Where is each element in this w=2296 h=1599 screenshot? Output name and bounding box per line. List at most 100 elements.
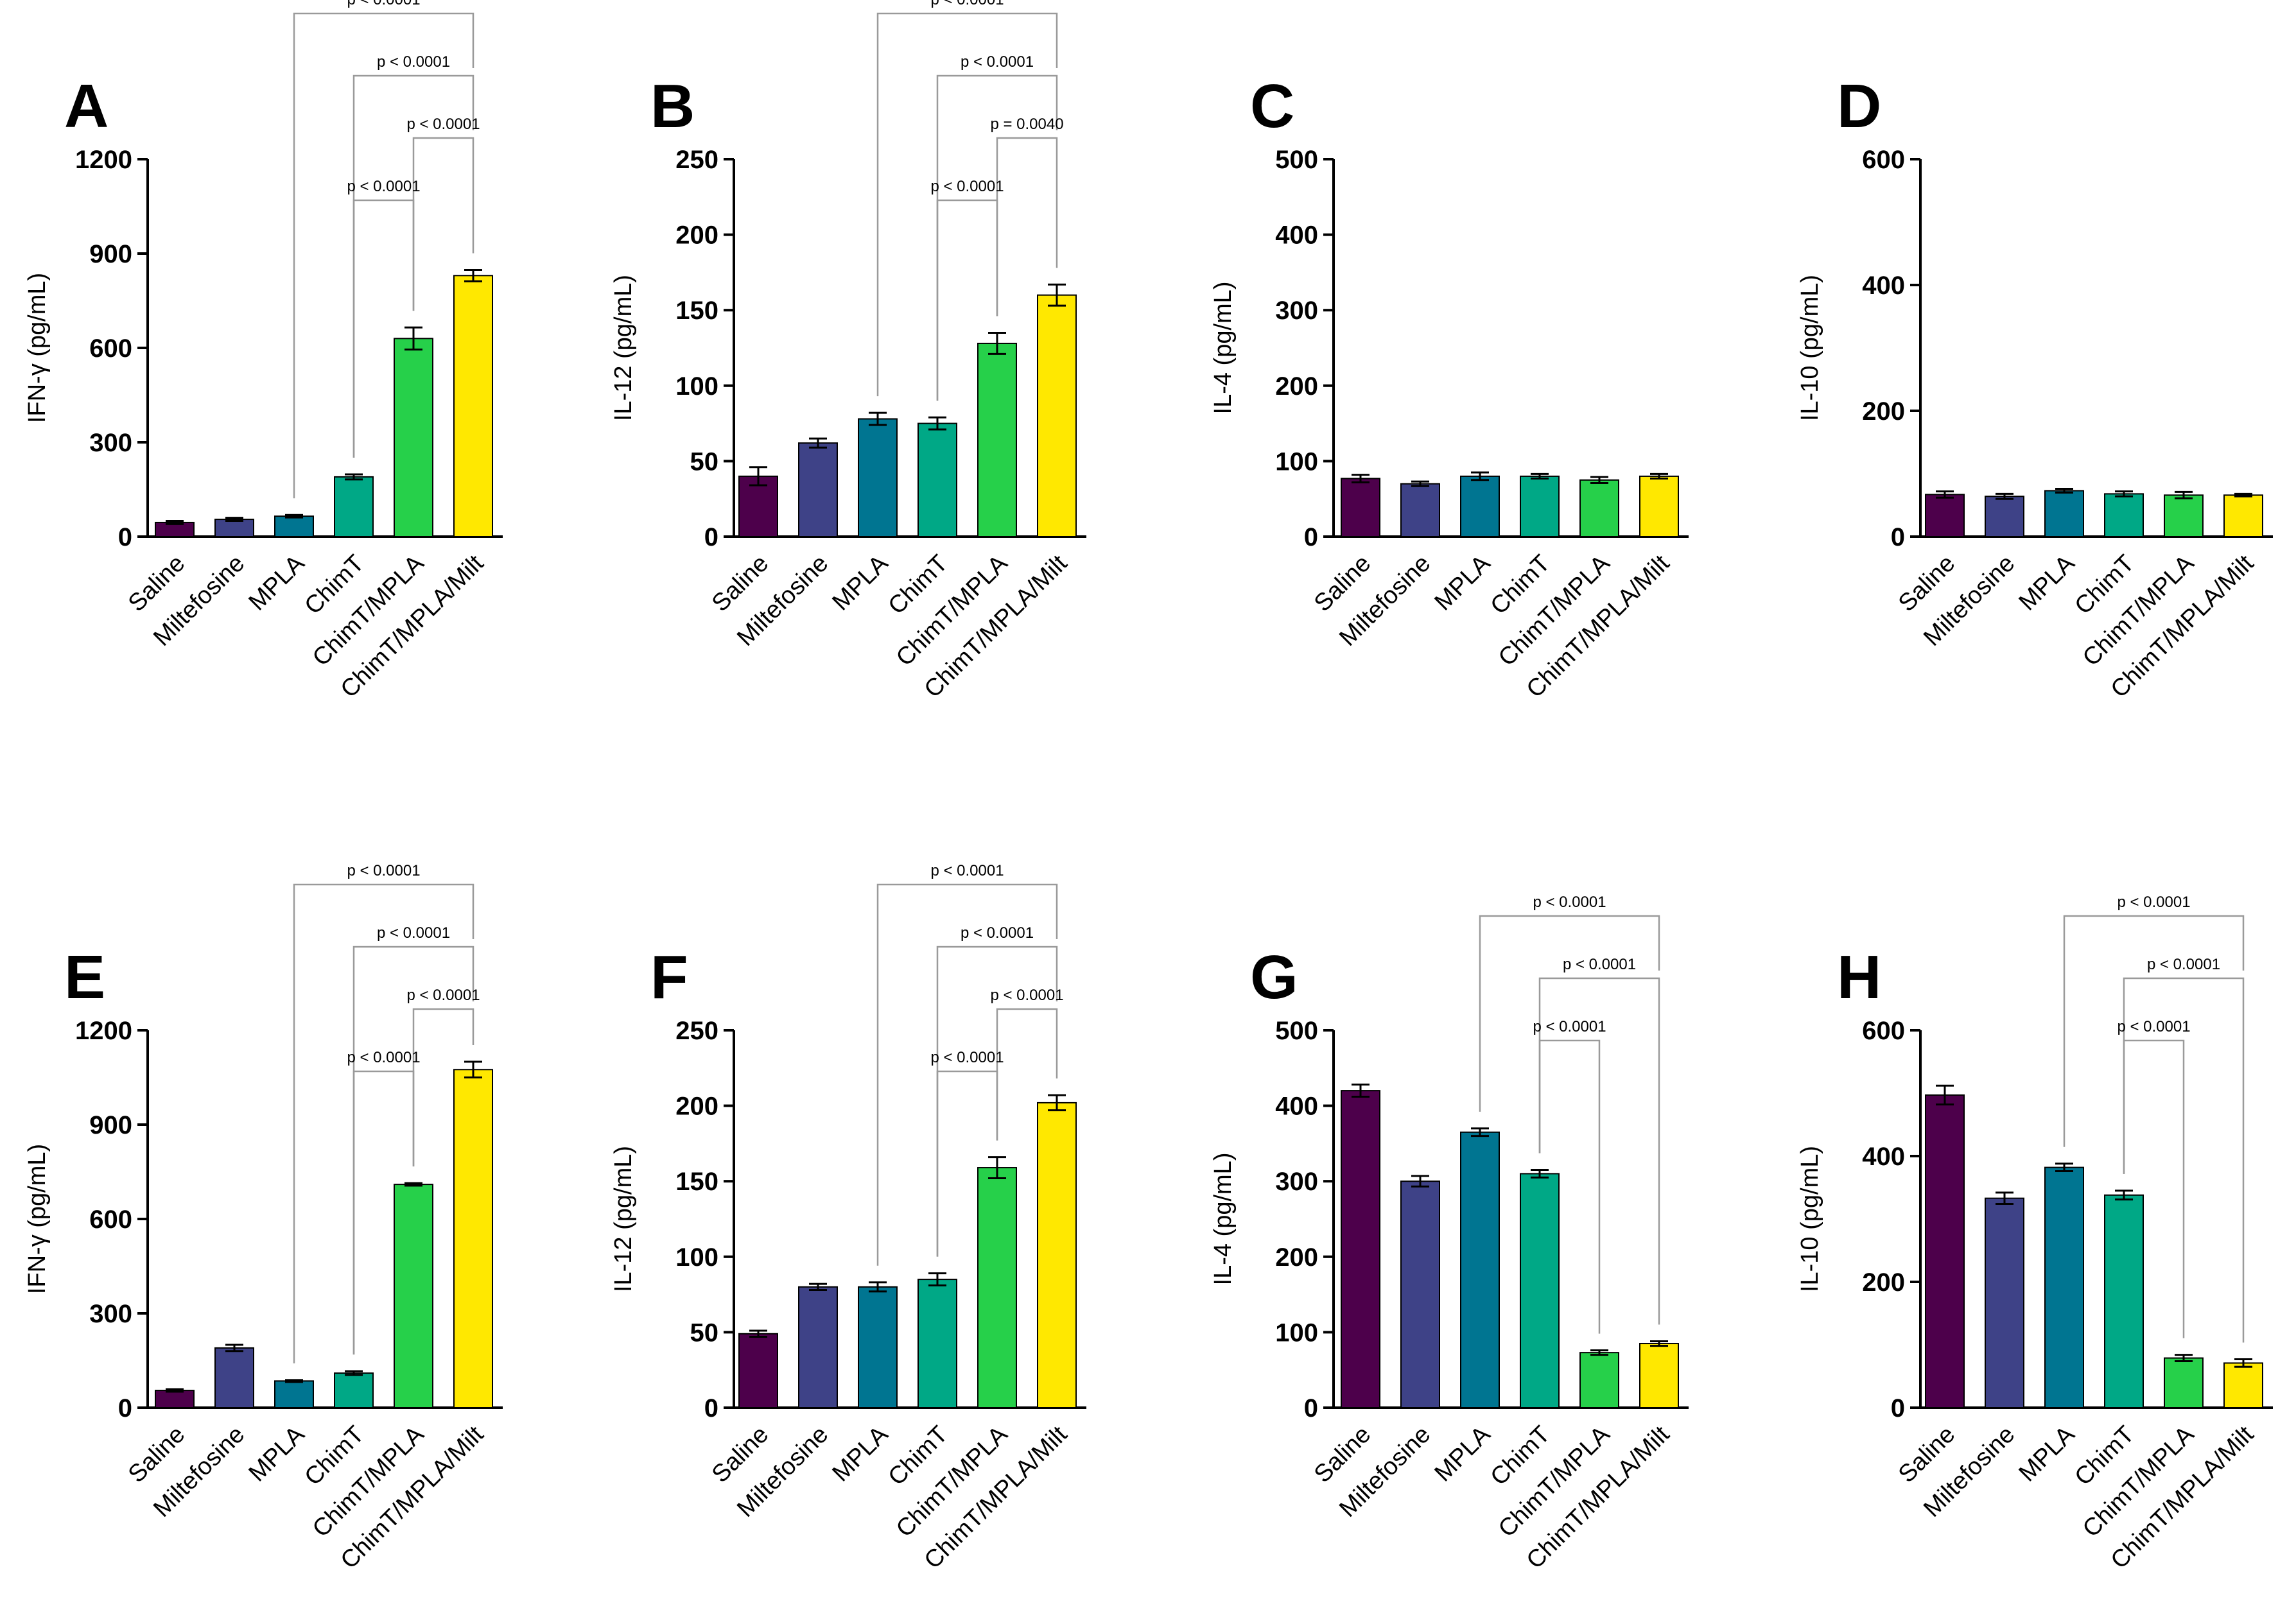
y-tick-label: 150 — [675, 297, 718, 325]
y-tick-label: 300 — [89, 429, 132, 457]
y-tick-label: 50 — [690, 1318, 719, 1347]
bar-2 — [1985, 496, 2024, 538]
y-tick-label: 400 — [1275, 1093, 1318, 1121]
p-value-label: p < 0.0001 — [961, 924, 1034, 942]
y-tick-label: 50 — [690, 447, 719, 476]
significance-bracket — [1479, 915, 1660, 1112]
y-tick-label: 500 — [1275, 146, 1318, 174]
bar-1 — [1341, 1090, 1380, 1408]
y-tick-label: 300 — [1275, 297, 1318, 325]
y-tick-label: 600 — [89, 1206, 132, 1234]
significance-bracket — [352, 199, 415, 458]
y-tick-label: 250 — [675, 1017, 718, 1045]
y-tick-label: 200 — [1275, 1243, 1318, 1272]
p-value-label: p < 0.0001 — [406, 116, 480, 133]
bar-4 — [1520, 1173, 1560, 1408]
bar-2 — [798, 442, 838, 538]
bar-6 — [453, 275, 493, 537]
bar-2 — [214, 1347, 254, 1408]
y-axis-label: IFN-γ (pg/mL) — [24, 1144, 51, 1294]
p-value-label: p < 0.0001 — [930, 862, 1004, 879]
p-value-label: p < 0.0001 — [1533, 894, 1606, 911]
y-tick-label: 900 — [89, 1111, 132, 1139]
y-axis-label: IL-10 (pg/mL) — [1796, 275, 1823, 421]
significance-bracket — [876, 883, 1058, 1266]
y-axis-label: IFN-γ (pg/mL) — [24, 273, 51, 423]
bar-5 — [2164, 494, 2204, 538]
bar-3 — [2044, 490, 2084, 538]
p-value-label: p < 0.0001 — [2117, 894, 2190, 911]
y-axis-label: IL-12 (pg/mL) — [610, 1146, 637, 1292]
bar-2 — [798, 1286, 838, 1408]
p-value-label: p < 0.0001 — [377, 53, 450, 71]
bar-2 — [1400, 483, 1440, 537]
y-tick-label: 200 — [1862, 1268, 1905, 1297]
bar-3 — [858, 1286, 898, 1408]
y-tick-label: 250 — [675, 146, 718, 174]
bar-1 — [1341, 478, 1380, 537]
p-value-label: p < 0.0001 — [406, 987, 480, 1004]
y-tick-label: 400 — [1275, 221, 1318, 250]
bar-3 — [858, 418, 898, 537]
y-tick-label: 100 — [1275, 447, 1318, 476]
y-axis-label: IL-12 (pg/mL) — [610, 275, 637, 421]
bar-5 — [2164, 1357, 2204, 1409]
bar-6 — [1037, 294, 1077, 537]
bar-1 — [155, 1390, 195, 1409]
bar-2 — [214, 519, 254, 537]
y-tick-label: 200 — [675, 1093, 718, 1121]
y-tick-label: 0 — [704, 523, 718, 551]
p-value-label: p < 0.0001 — [1533, 1018, 1606, 1035]
p-value-label: p < 0.0001 — [347, 178, 420, 195]
y-tick-label: 600 — [1862, 146, 1905, 174]
y-tick-label: 0 — [1304, 523, 1318, 551]
bar-3 — [1460, 475, 1500, 537]
significance-bracket — [352, 1070, 415, 1355]
bar-3 — [2044, 1166, 2084, 1408]
bar-5 — [977, 1167, 1017, 1408]
y-tick-label: 200 — [1275, 372, 1318, 401]
y-tick-label: 0 — [118, 523, 132, 551]
y-tick-label: 100 — [1275, 1318, 1318, 1347]
p-value-label: p < 0.0001 — [990, 987, 1063, 1004]
p-value-label: p < 0.0001 — [347, 0, 420, 8]
bar-5 — [394, 338, 433, 537]
p-value-label: p < 0.0001 — [2147, 956, 2220, 973]
y-tick-label: 300 — [89, 1300, 132, 1328]
p-value-label: p = 0.0040 — [990, 116, 1063, 133]
bar-6 — [2223, 494, 2263, 538]
y-tick-label: 500 — [1275, 1017, 1318, 1045]
y-tick-label: 100 — [675, 372, 718, 401]
y-tick-label: 600 — [1862, 1017, 1905, 1045]
bar-3 — [274, 1380, 314, 1409]
bar-4 — [918, 1279, 957, 1408]
y-tick-label: 0 — [1891, 1394, 1905, 1422]
significance-bracket — [2123, 1039, 2185, 1338]
significance-bracket — [293, 883, 474, 1363]
bar-4 — [1520, 475, 1560, 537]
significance-bracket — [876, 12, 1058, 397]
bar-4 — [918, 422, 957, 537]
p-value-label: p < 0.0001 — [930, 178, 1004, 195]
category-label: MPLA — [827, 1421, 893, 1487]
p-value-label: p < 0.0001 — [961, 53, 1034, 71]
panel-label: E — [64, 943, 105, 1012]
bar-4 — [334, 1372, 374, 1409]
bar-4 — [2104, 493, 2144, 537]
panel-label: D — [1837, 72, 1881, 141]
y-tick-label: 0 — [1891, 523, 1905, 551]
y-tick-label: 1200 — [75, 146, 132, 174]
significance-bracket — [936, 199, 998, 401]
bar-5 — [1579, 479, 1619, 537]
y-tick-label: 1200 — [75, 1017, 132, 1045]
bar-2 — [1985, 1197, 2024, 1409]
category-label: MPLA — [1429, 1421, 1495, 1487]
category-label: MPLA — [2013, 1421, 2080, 1487]
p-value-label: p < 0.0001 — [347, 862, 420, 879]
p-value-label: p < 0.0001 — [1563, 956, 1636, 973]
